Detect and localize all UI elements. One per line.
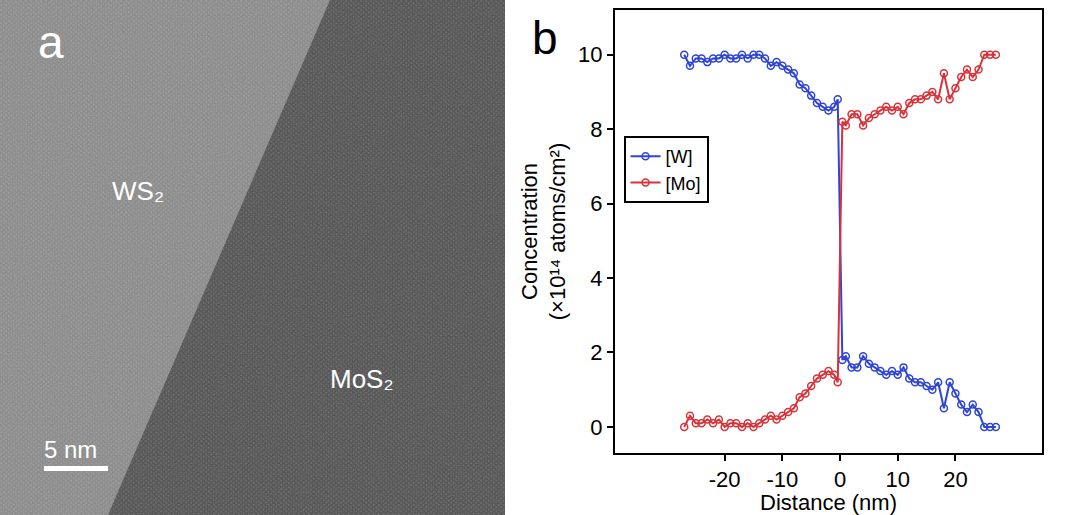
- svg-text:10: 10: [885, 467, 909, 492]
- svg-text:4: 4: [590, 266, 602, 291]
- svg-text:[Mo]: [Mo]: [666, 174, 701, 194]
- svg-text:Distance (nm): Distance (nm): [760, 490, 897, 515]
- svg-text:a: a: [38, 16, 64, 68]
- svg-text:b: b: [532, 12, 558, 64]
- svg-text:20: 20: [943, 467, 967, 492]
- svg-text:0: 0: [834, 467, 846, 492]
- svg-text:MoS₂: MoS₂: [330, 364, 394, 394]
- svg-text:5 nm: 5 nm: [44, 436, 97, 463]
- svg-text:-20: -20: [709, 467, 741, 492]
- svg-text:10: 10: [578, 42, 602, 67]
- svg-text:0: 0: [590, 415, 602, 440]
- svg-text:-10: -10: [766, 467, 798, 492]
- svg-text:2: 2: [590, 340, 602, 365]
- svg-text:8: 8: [590, 117, 602, 142]
- svg-text:[W]: [W]: [666, 147, 693, 167]
- svg-text:6: 6: [590, 191, 602, 216]
- svg-text:WS₂: WS₂: [112, 176, 164, 206]
- svg-text:Concentration(×10¹⁴ atoms/cm²): Concentration(×10¹⁴ atoms/cm²): [517, 143, 571, 321]
